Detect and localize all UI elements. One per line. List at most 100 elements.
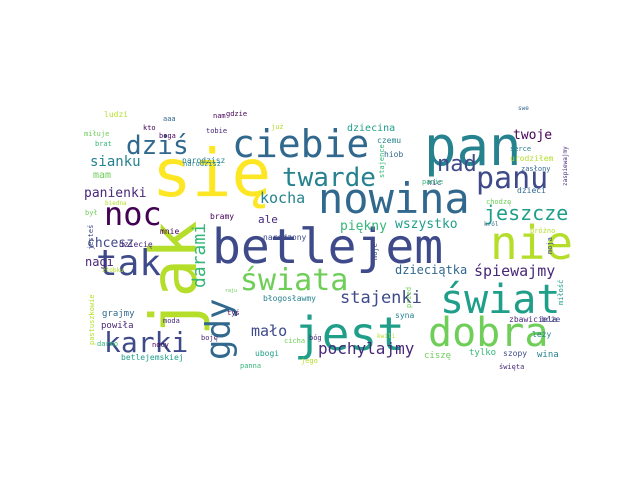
cloud-word: się [152,135,271,212]
cloud-word: nagi [85,255,114,269]
cloud-word: narodzisz [183,160,221,168]
cloud-word: nad [437,152,477,177]
cloud-word: swe [518,105,529,112]
cloud-word: sianku [90,154,141,170]
cloud-word: moja [546,237,554,254]
cloud-word: żłobku [102,267,124,274]
cloud-word: miłość [557,280,565,305]
cloud-word: chcesz [87,236,134,251]
cloud-word: dziecina [347,123,395,134]
cloud-word: noc [104,195,162,233]
cloud-word: piękny [340,219,387,234]
cloud-word: nam [213,112,226,120]
cloud-word: aaa [163,115,176,123]
cloud-word: kocha [260,189,305,207]
cloud-word: król [484,221,499,228]
cloud-word: cicha [284,337,305,345]
cloud-word: urodziłem [510,154,554,163]
cloud-word: dzieci [517,186,546,195]
cloud-word: stajence [378,144,386,178]
cloud-word: pastuszkowie [88,294,96,345]
cloud-word: dziecię [119,240,153,249]
cloud-word: moda [163,317,180,325]
cloud-word: mało [251,322,287,340]
cloud-word: jeszcze [484,201,568,225]
cloud-word: betlejemskiej [121,353,184,362]
cloud-word: raju [225,288,237,294]
cloud-word: leży [532,330,551,339]
cloud-word: błogosławmy [263,294,316,303]
cloud-word: panna [240,362,261,370]
cloud-word: mam [93,170,111,181]
cloud-word: powiła [101,321,134,331]
cloud-word: miłuje [84,130,109,138]
cloud-word: jego [301,357,318,365]
cloud-word: wszystko [395,217,458,232]
cloud-word: zaspiewajmy [562,146,569,186]
cloud-word: jak [138,220,212,336]
cloud-word: mnie [160,227,179,236]
cloud-word: tobie [206,127,227,135]
cloud-word: grajmy [102,309,135,319]
cloud-word: tyś [227,309,240,317]
cloud-word: tak [96,243,161,284]
cloud-word: ciszę [424,351,451,361]
cloud-word: serce [510,145,531,153]
cloud-word: karki [104,326,188,359]
cloud-word: świat [440,277,560,323]
cloud-word: twoje [513,128,552,143]
cloud-word: przed [405,287,413,308]
cloud-word: próżno [530,227,555,235]
cloud-word: biedna [105,200,127,207]
cloud-word: święta [499,363,524,371]
cloud-word: dzieciątka [395,263,467,277]
cloud-word: dobra [428,310,548,356]
cloud-word: darami [189,223,210,288]
cloud-word: był [85,209,98,217]
cloud-word: zasłony [521,165,551,173]
cloud-word: boję [201,334,218,342]
cloud-word: bramy [210,212,234,221]
cloud-word: śpiewajmy [474,262,555,280]
cloud-word: ludzi [104,110,128,119]
cloud-word: stajenki [340,288,422,308]
cloud-word: ubogi [255,349,279,358]
cloud-word: nie [490,216,573,270]
cloud-word: czemu [377,136,401,145]
cloud-word: szopy [503,349,527,358]
cloud-word: nocy [152,341,169,349]
cloud-word: chodzę [486,198,511,206]
cloud-word: panu [476,161,548,196]
cloud-word: pan [424,115,522,178]
cloud-word: darmo [97,340,118,348]
cloud-word: pochylajmy [318,339,415,358]
cloud-word: jest [294,307,405,361]
cloud-word: panie [422,178,443,186]
cloud-word: brat [95,140,112,148]
cloud-word: nic [427,178,442,187]
cloud-word: twarde [282,163,376,193]
cloud-word: betlejem [212,219,443,275]
cloud-word: narodzisz [182,156,226,165]
cloud-word: narodzony [263,233,307,242]
cloud-word: wina [537,350,559,360]
cloud-word: świata [240,263,348,298]
cloud-word: dziś [126,131,189,161]
cloud-word: zbawiciela [509,315,557,324]
cloud-word: kto [143,124,156,132]
cloud-word: gdzie [226,110,247,118]
cloud-word: moje [371,243,379,260]
cloud-word: syna [395,311,414,320]
cloud-word: boga [159,132,176,140]
cloud-word: już [271,123,284,131]
cloud-word: gdy [199,299,239,360]
cloud-word: boże [541,315,560,324]
cloud-word: hiob [384,150,403,159]
cloud-word: ale [258,213,278,226]
cloud-word: kwili [377,333,395,340]
cloud-word: nowina [318,174,470,223]
cloud-word: bóg [309,334,322,342]
cloud-word: ciebie [232,122,369,166]
cloud-word: panienki [84,186,147,201]
